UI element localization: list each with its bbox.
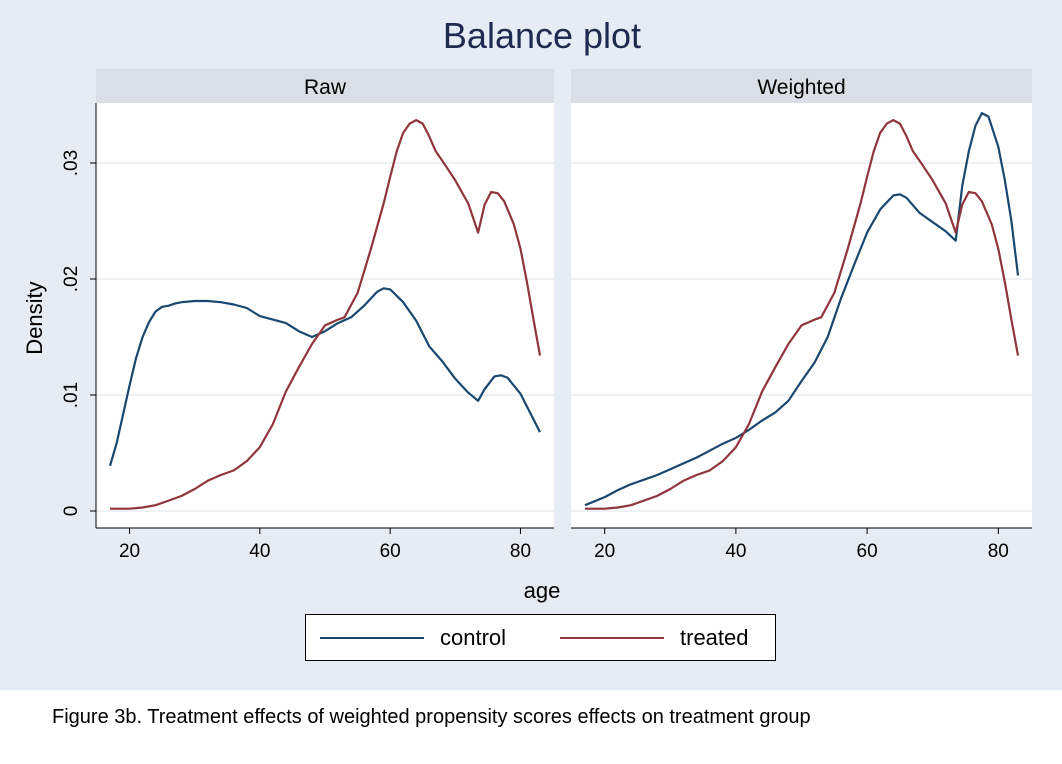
x-tick-label-weighted-0: 20 xyxy=(594,541,615,562)
y-tick-label-1: .01 xyxy=(61,382,82,408)
legend-item-treated: treated xyxy=(560,615,749,660)
figure-caption: Figure 3b. Treatment effects of weighted… xyxy=(52,706,811,728)
chart-title: Balance plot xyxy=(443,15,641,56)
x-tick-label-raw-0: 20 xyxy=(119,541,140,562)
panel-title-weighted: Weighted xyxy=(757,76,845,99)
legend-label-treated: treated xyxy=(680,624,749,650)
legend: control treated xyxy=(305,614,776,661)
series-line-weighted-control xyxy=(584,112,1020,507)
x-axis-title: age xyxy=(524,578,561,603)
panel-title-raw: Raw xyxy=(304,76,347,99)
panel-header-raw xyxy=(96,69,554,103)
panel-header-weighted xyxy=(571,69,1032,103)
x-tick-label-raw-1: 40 xyxy=(249,541,270,562)
series-line-raw-control xyxy=(108,287,541,467)
legend-swatch-control xyxy=(320,636,424,639)
plot-area-weighted xyxy=(571,103,1032,528)
x-tick-label-raw-3: 80 xyxy=(510,541,531,562)
legend-swatch-treated xyxy=(560,636,664,639)
figure-background: Balance plot Raw 0 .01 .02 .03 20 40 60 80 Weighte… xyxy=(0,0,1062,690)
x-tick-label-weighted-1: 40 xyxy=(725,541,746,562)
y-tick-label-2: .02 xyxy=(61,266,82,292)
y-tick-label-0: 0 xyxy=(61,506,82,517)
x-tick-label-weighted-3: 80 xyxy=(988,541,1009,562)
series-line-weighted-treated xyxy=(585,119,1020,510)
series-line-raw-treated xyxy=(110,119,542,510)
x-tick-label-weighted-2: 60 xyxy=(857,541,878,562)
balance-plot-chart: Balance plot Raw 0 .01 .02 .03 20 40 60 80 Weighte… xyxy=(22,15,1032,603)
plot-area-raw xyxy=(96,103,554,528)
legend-label-control: control xyxy=(440,624,507,650)
x-tick-label-raw-2: 60 xyxy=(380,541,401,562)
legend-item-control: control xyxy=(320,615,506,660)
y-axis-title: Density xyxy=(22,281,47,354)
y-tick-label-3: .03 xyxy=(61,150,82,176)
